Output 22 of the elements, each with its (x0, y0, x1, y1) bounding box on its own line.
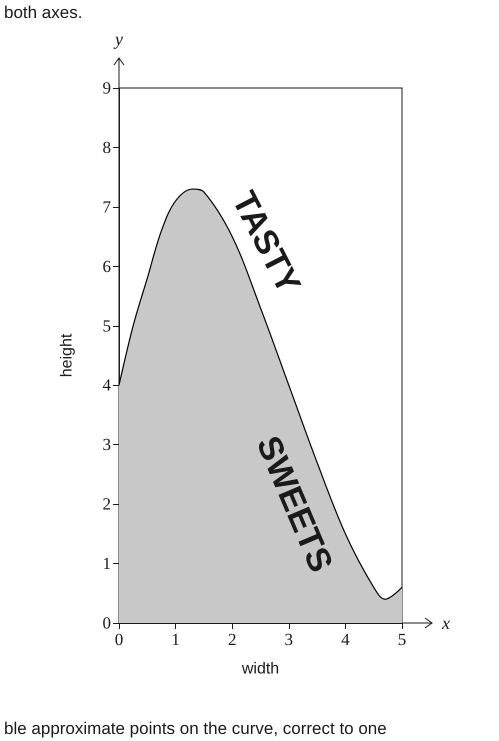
y-tick-label: 2 (102, 494, 111, 514)
y-axis-title: height (58, 333, 76, 378)
x-tick-label: 0 (114, 630, 124, 649)
y-tick-label: 0 (102, 614, 111, 632)
y-tick-label: 6 (102, 256, 111, 276)
y-tick-label: 1 (102, 554, 111, 574)
y-tick-label: 3 (102, 435, 111, 454)
y-tick-label: 5 (102, 316, 111, 336)
text: ble approximate points on the curve, correct to one (4, 719, 387, 738)
text: x (441, 613, 450, 633)
y-tick-label: 9 (102, 78, 111, 98)
x-axis-title: width (240, 660, 280, 678)
x-tick-label: 3 (284, 630, 294, 649)
y-tick-label: 7 (102, 197, 112, 216)
x-tick-label: 5 (398, 630, 406, 649)
y-tick-label: 8 (102, 138, 111, 157)
text: both axes. (4, 3, 82, 22)
x-tick-label: 1 (171, 630, 180, 649)
x-tick-label: 4 (341, 630, 350, 649)
text: y (113, 29, 123, 49)
y-tick-label: 4 (102, 376, 112, 395)
x-tick-label: 2 (228, 630, 236, 649)
